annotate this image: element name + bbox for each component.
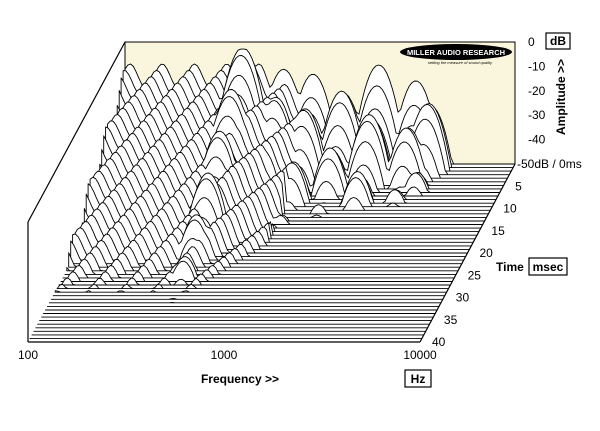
frequency-tick-label: 100 <box>18 348 38 362</box>
frequency-tick-label: 1000 <box>211 348 238 362</box>
time-tick-label: 10 <box>503 202 517 216</box>
time-tick-label: 25 <box>468 268 482 282</box>
time-tick-label: 20 <box>480 246 494 260</box>
decay-slice <box>62 256 455 279</box>
decay-slice <box>56 283 449 290</box>
amplitude-unit-box <box>545 32 571 50</box>
time-tick-labels: 5 10 15 20 25 30 35 40 <box>432 179 522 349</box>
frequency-unit: Hz <box>411 372 426 386</box>
decay-slice <box>70 238 463 265</box>
frequency-tick-label: 10000 <box>403 348 437 362</box>
time-unit-box <box>528 257 568 276</box>
decay-slice <box>54 290 448 293</box>
time-tick-label: 15 <box>491 224 505 238</box>
brand-tagline: setting the measure of sound quality <box>428 60 493 65</box>
decay-slice <box>68 246 461 268</box>
time-tick-label: 5 <box>515 179 522 193</box>
amplitude-tick-label: -40 <box>528 133 546 147</box>
time-axis-edge <box>419 163 516 343</box>
time-tick-label: 35 <box>444 313 458 327</box>
frequency-unit-box <box>404 369 432 388</box>
amplitude-tick-label: -20 <box>528 84 546 98</box>
amplitude-tick-label: -30 <box>528 108 546 122</box>
frequency-axis-title: Frequency >> <box>201 372 279 386</box>
decay-slice <box>50 298 444 300</box>
brand-name: MILLER AUDIO RESEARCH <box>407 48 505 57</box>
time-tick-label: 40 <box>432 335 446 349</box>
amplitude-tick-label: 0 <box>528 35 535 49</box>
time-axis-title: Time <box>496 260 524 274</box>
amplitude-unit: dB <box>550 34 566 48</box>
time-unit: msec <box>533 260 564 274</box>
amplitude-tick-label: -50dB / 0ms <box>517 157 582 171</box>
brand-logo: MILLER AUDIO RESEARCH setting the measur… <box>400 44 512 65</box>
time-tick-label: 30 <box>456 291 470 305</box>
amplitude-tick-labels: 0 -10 -20 -30 -40 -50dB / 0ms <box>517 35 582 171</box>
frequency-tick-labels: 100 1000 10000 <box>18 348 437 362</box>
decay-traces <box>29 48 516 339</box>
amplitude-axis-title: Amplitude >> <box>554 59 568 135</box>
decay-slice <box>66 252 459 272</box>
amplitude-tick-label: -10 <box>528 59 546 73</box>
